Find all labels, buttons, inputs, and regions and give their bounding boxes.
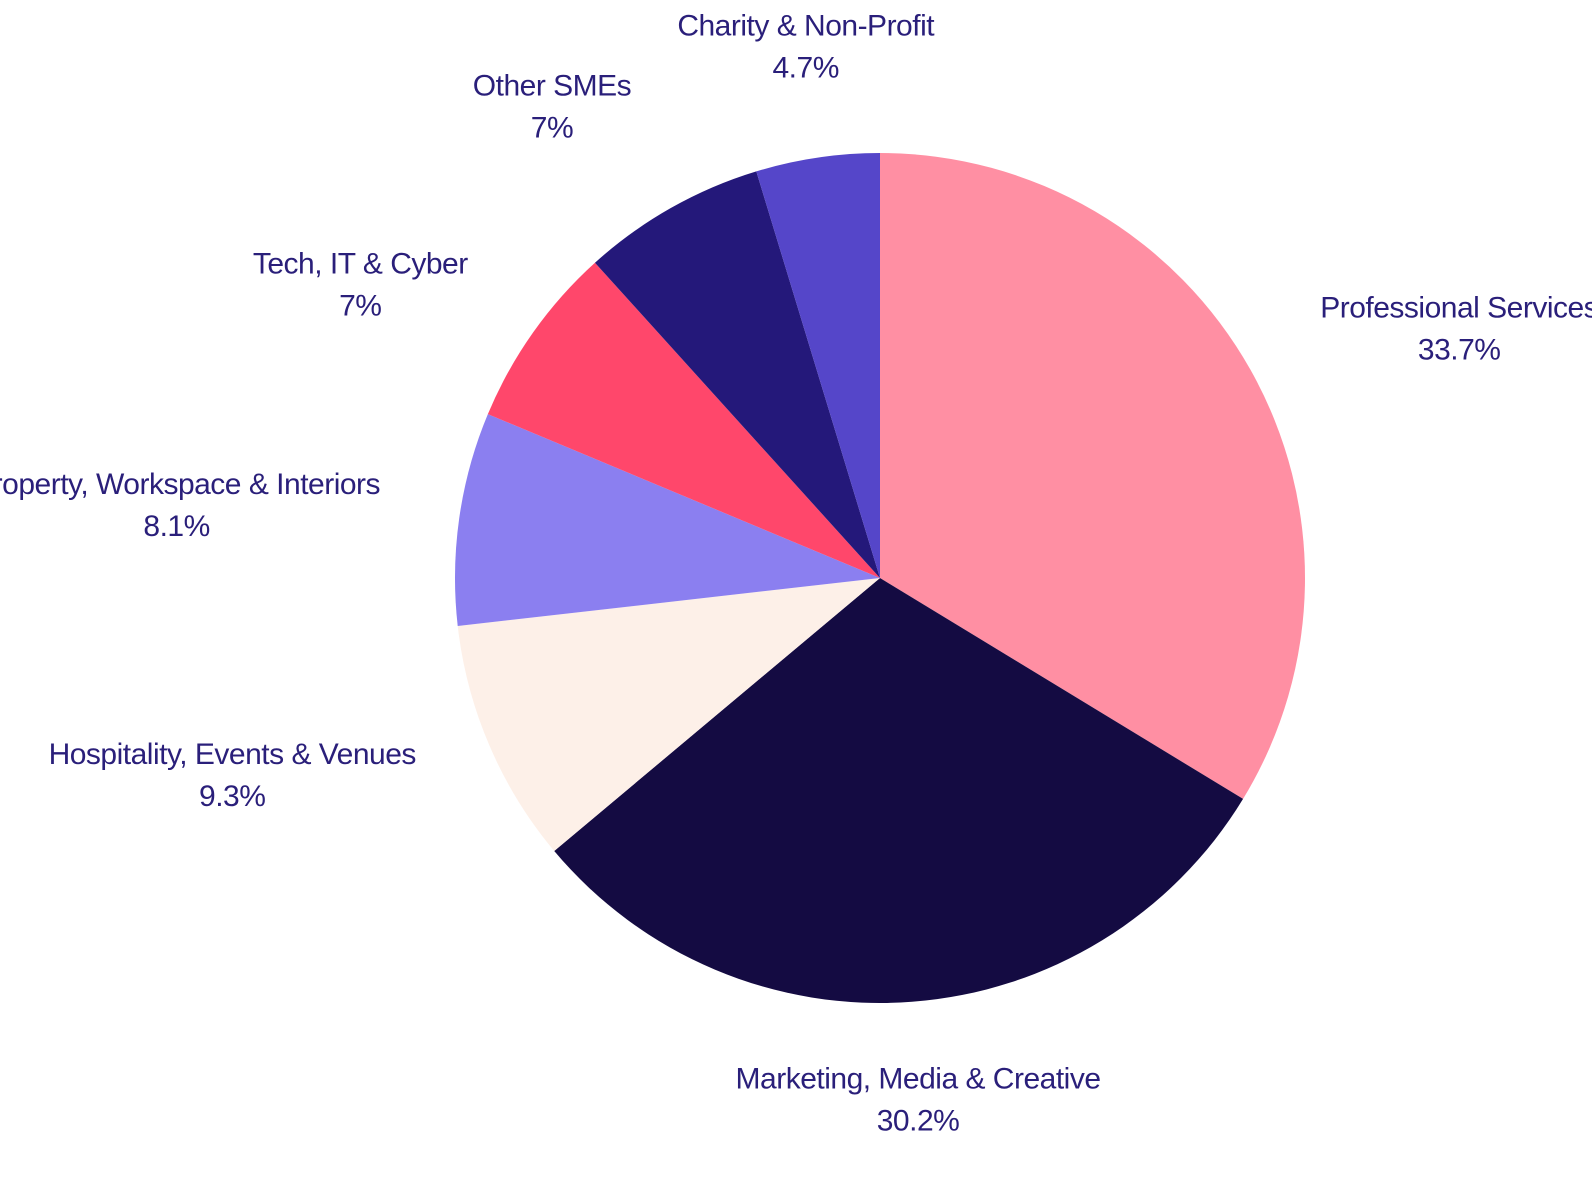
slice-value-hospitality-events-and-venues: 9.3%: [199, 780, 265, 813]
pie-labels: Professional Services 33.7% Marketing, Med…: [0, 9, 1592, 1137]
slice-value-other-smes: 7%: [531, 112, 573, 145]
slice-value-tech-it-and-cyber: 7%: [339, 289, 381, 322]
slice-label-professional-services: Professional Services: [1320, 292, 1592, 325]
slice-value-professional-services: 33.7%: [1418, 334, 1501, 367]
slice-label-tech-it-and-cyber: Tech, IT & Cyber: [253, 247, 468, 280]
slice-value-charity-and-non-profit: 4.7%: [773, 51, 839, 84]
pie-slices: [455, 153, 1305, 1003]
slice-label-charity-and-non-profit: Charity & Non-Profit: [677, 9, 935, 42]
pie-slice-marketing-media-and-creative: [554, 578, 1244, 1003]
slice-label-other-smes: Other SMEs: [473, 70, 631, 103]
pie-slice-property-workspace-and-interiors: [455, 414, 880, 626]
slice-label-marketing-media-and-creative: Marketing, Media & Creative: [736, 1063, 1101, 1096]
pie-slice-other-smes: [594, 171, 880, 578]
pie-slice-professional-services: [880, 153, 1305, 799]
slice-value-marketing-media-and-creative: 30.2%: [877, 1105, 960, 1138]
pie-slice-charity-and-non-profit: [756, 153, 880, 578]
pie-slice-hospitality-events-and-venues: [457, 578, 880, 851]
slice-value-property-workspace-and-interiors: 8.1%: [143, 510, 209, 543]
slice-label-property-workspace-and-interiors: Property, Workspace & Interiors: [0, 468, 380, 501]
pie-slice-tech-it-and-cyber: [487, 262, 880, 578]
slice-label-hospitality-events-and-venues: Hospitality, Events & Venues: [49, 738, 416, 771]
